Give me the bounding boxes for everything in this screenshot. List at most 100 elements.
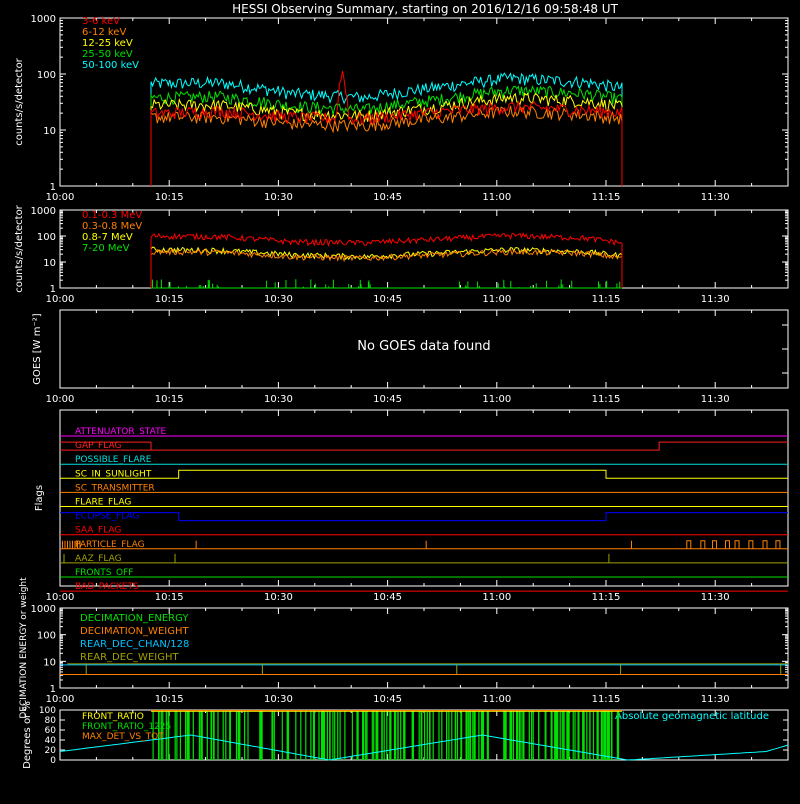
x-tick-label: 10:30 [264, 694, 293, 705]
legend-1-1: 3-6 keV [82, 16, 120, 27]
y-tick-label: 0 [50, 756, 56, 766]
decimation-legend-2: DECIMATION_WEIGHT [80, 626, 189, 637]
x-tick-label: 10:00 [46, 694, 75, 705]
y-tick-label: 10 [43, 126, 56, 137]
decimation-legend-1: DECIMATION_ENERGY [80, 613, 189, 624]
flag-line-9 [60, 540, 788, 550]
x-tick-label: 11:30 [701, 694, 730, 705]
x-tick-label: 10:45 [373, 192, 402, 203]
series-line-1-1 [150, 70, 623, 186]
x-tick-label: 11:15 [592, 294, 621, 305]
x-tick-label: 10:30 [264, 592, 293, 603]
flag-label-6: FLARE_FLAG [75, 498, 131, 508]
y-tick-label: 1 [50, 284, 56, 295]
legend-1-3: 12-25 keV [82, 38, 133, 49]
decimation-legend-3: REAR_DEC_CHAN/128 [80, 639, 189, 650]
x-tick-label: 11:00 [482, 592, 511, 603]
y-tick-label: 1000 [31, 14, 56, 25]
geomag-latitude-line [59, 734, 789, 761]
flag-label-8: SAA_FLAG [75, 526, 121, 536]
panel-6-ylabel: Degrees or % [22, 701, 33, 769]
panel-1-ylabel: counts/s/detector [14, 57, 25, 145]
x-tick-label: 11:00 [482, 694, 511, 705]
y-tick-label: 40 [45, 736, 57, 746]
x-tick-label: 10:45 [373, 592, 402, 603]
y-tick-label: 80 [45, 716, 57, 726]
panel-2-ylabel: counts/s/detector [14, 204, 25, 292]
panel-5-ylabel: DECIMATION ENERGY or weight [19, 577, 29, 719]
x-tick-label: 10:45 [373, 394, 402, 405]
flag-label-1: ATTENUATOR_STATE [75, 427, 167, 437]
flag-line-2 [60, 441, 788, 451]
legend-2-2: 0.3-0.8 MeV [82, 221, 142, 232]
series-line-2-2 [150, 248, 623, 288]
series-line-1-5 [150, 72, 623, 186]
flag-label-9: PARTICLE_FLAG [75, 540, 145, 550]
x-tick-label: 10:30 [264, 192, 293, 203]
y-tick-label: 100 [39, 706, 56, 716]
panel-4-ylabel: Flags [34, 485, 45, 511]
x-tick-label: 10:00 [46, 592, 75, 603]
flag-label-7: ECLIPSE_FLAG [75, 512, 139, 522]
legend-1-2: 6-12 keV [82, 27, 126, 38]
no-goes-message: No GOES data found [357, 339, 490, 354]
ratio-legend-3: MAX_DET_VS_TOT [82, 732, 164, 742]
x-tick-label: 11:15 [592, 192, 621, 203]
x-tick-label: 10:15 [155, 394, 184, 405]
x-tick-label: 11:15 [592, 694, 621, 705]
flag-label-2: GAP_FLAG [75, 441, 121, 451]
y-tick-label: 1000 [31, 206, 56, 217]
x-tick-label: 10:45 [373, 294, 402, 305]
x-tick-label: 11:00 [482, 394, 511, 405]
y-tick-label: 10 [43, 258, 56, 269]
y-tick-label: 1 [50, 182, 56, 193]
panel-3-ylabel: GOES [W m⁻²] [32, 313, 43, 384]
y-tick-label: 60 [45, 726, 57, 736]
plot-title: HESSI Observing Summary, starting on 201… [232, 2, 618, 16]
x-tick-label: 10:45 [373, 694, 402, 705]
x-tick-label: 10:00 [46, 294, 75, 305]
series-line-2-1 [150, 232, 623, 288]
flag-label-11: FRONTS_OFF [75, 568, 133, 578]
x-tick-label: 10:15 [155, 294, 184, 305]
legend-2-1: 0.1-0.3 MeV [82, 210, 142, 221]
flag-label-3: POSSIBLE_FLARE [75, 455, 152, 465]
x-tick-label: 11:30 [701, 394, 730, 405]
x-tick-label: 11:15 [592, 592, 621, 603]
y-tick-label: 100 [37, 70, 56, 81]
flag-label-12: BAD_PACKETS [75, 582, 139, 592]
legend-1-4: 25-50 keV [82, 49, 133, 60]
series-line-1-3 [150, 91, 623, 186]
x-tick-label: 10:15 [155, 192, 184, 203]
x-tick-label: 11:00 [482, 192, 511, 203]
legend-2-4: 7-20 MeV [82, 243, 130, 254]
series-line-1-4 [150, 85, 623, 186]
series-line-1-2 [150, 105, 623, 186]
flag-label-5: SC_TRANSMITTER [75, 483, 155, 493]
y-tick-label: 100 [37, 631, 56, 642]
flag-line-7 [60, 512, 788, 522]
y-tick-label: 10 [43, 657, 56, 668]
geomag-annotation: Absolute geomagnetic latitude [615, 711, 769, 722]
x-tick-label: 10:30 [264, 294, 293, 305]
x-tick-label: 10:00 [46, 192, 75, 203]
y-tick-label: 1000 [31, 604, 56, 615]
flag-label-10: AAZ_FLAG [75, 554, 122, 564]
front-ratio-1225-bars [152, 711, 620, 760]
x-tick-label: 10:15 [155, 694, 184, 705]
flag-line-10 [60, 553, 788, 564]
y-tick-label: 20 [45, 746, 57, 756]
ratio-legend-1: FRONT_RATIO [82, 712, 144, 722]
x-tick-label: 10:30 [264, 394, 293, 405]
decimation-legend-4: REAR_DEC_WEIGHT [80, 652, 179, 663]
ratio-legend-2: FRONT_RATIO_1225 [82, 722, 171, 732]
x-tick-label: 10:00 [46, 394, 75, 405]
x-tick-label: 11:30 [701, 294, 730, 305]
x-tick-label: 11:30 [701, 192, 730, 203]
flag-label-4: SC_IN_SUNLIGHT [75, 469, 152, 479]
x-tick-label: 11:30 [701, 592, 730, 603]
rear-dec-weight-line [67, 663, 788, 675]
y-tick-label: 100 [37, 232, 56, 243]
flag-line-4 [60, 469, 788, 479]
